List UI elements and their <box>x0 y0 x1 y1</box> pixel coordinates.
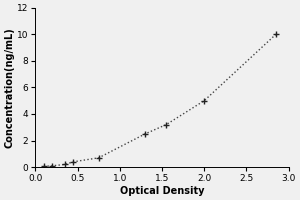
X-axis label: Optical Density: Optical Density <box>120 186 204 196</box>
Y-axis label: Concentration(ng/mL): Concentration(ng/mL) <box>4 27 14 148</box>
